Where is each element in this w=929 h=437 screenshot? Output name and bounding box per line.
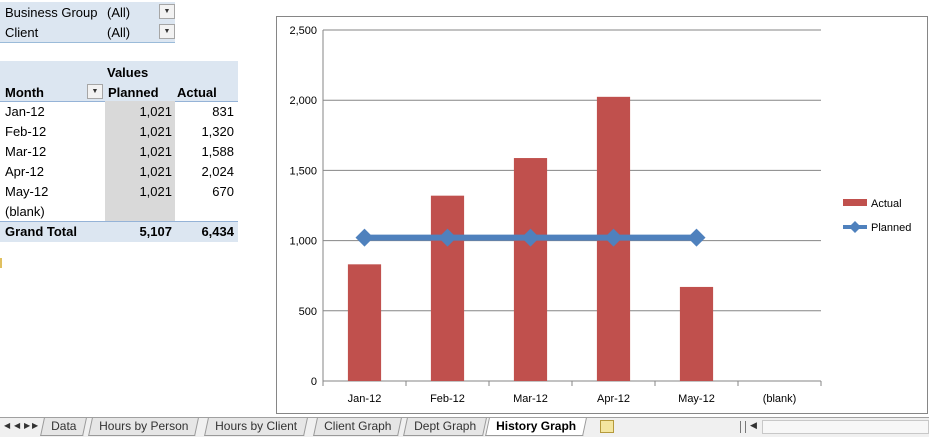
tab-label: History Graph: [496, 419, 577, 433]
client-dropdown-button[interactable]: ▼: [159, 24, 175, 39]
legend-actual-swatch: [843, 199, 867, 206]
tab-history-graph[interactable]: History Graph: [485, 418, 587, 436]
filter-divider: [0, 42, 175, 43]
x-tick-label: Jan-12: [348, 393, 382, 405]
month-cell: Apr-12: [5, 164, 45, 179]
planned-cell: 1,021: [139, 144, 172, 159]
month-cell: (blank): [5, 204, 45, 219]
tab-label: Hours by Person: [99, 419, 189, 433]
planned-column-shade: [105, 101, 175, 221]
tab-client-graph[interactable]: Client Graph: [313, 418, 403, 436]
tab-hours-by-person[interactable]: Hours by Person: [88, 418, 200, 436]
tab-label: Dept Graph: [414, 419, 477, 433]
first-sheet-icon[interactable]: ◀: [4, 421, 11, 430]
x-tick-label: May-12: [678, 393, 715, 405]
filter-value: (All): [107, 25, 131, 40]
planned-cell: 1,021: [139, 124, 172, 139]
legend-actual-label: Actual: [871, 198, 902, 210]
filter-label: Client: [5, 25, 39, 40]
scroll-split-handle[interactable]: [740, 421, 746, 433]
horizontal-scrollbar[interactable]: [762, 420, 929, 434]
last-sheet-icon[interactable]: ▶: [32, 421, 39, 430]
planned-marker: [521, 228, 540, 247]
actual-cell: 831: [212, 104, 234, 119]
planned-cell: 1,021: [139, 164, 172, 179]
sheet-tab-bar: ◀ ◀ ▶ ▶ Data Hours by Person Hours by Cl…: [0, 417, 929, 437]
planned-marker: [438, 228, 457, 247]
tab-label: Client Graph: [324, 419, 392, 433]
planned-marker: [355, 228, 374, 247]
grand-total-planned: 5,107: [139, 224, 172, 239]
actual-cell: 2,024: [201, 164, 234, 179]
grand-total-actual: 6,434: [201, 224, 234, 239]
business-group-dropdown-button[interactable]: ▼: [159, 4, 175, 19]
month-cell: Feb-12: [5, 124, 47, 139]
planned-marker: [687, 228, 706, 247]
history-chart[interactable]: 0 500 1,000 1,500 2,000 2,500 Jan-12 Feb-12 Mar-…: [276, 16, 928, 414]
x-tick-label: Apr-12: [597, 393, 630, 405]
chevron-down-icon: ▼: [163, 8, 171, 15]
pivot-header: Values Month ▼ Planned Actual: [0, 61, 238, 102]
tab-dept-graph[interactable]: Dept Graph: [403, 418, 487, 436]
filter-value: (All): [107, 5, 131, 20]
tab-hours-by-client[interactable]: Hours by Client: [204, 418, 308, 436]
y-tick-label: 2,000: [289, 95, 317, 107]
chevron-down-icon: ▼: [163, 28, 171, 35]
legend-planned-label: Planned: [871, 222, 911, 234]
chart-svg: 0 500 1,000 1,500 2,000 2,500 Jan-12 Feb-12 Mar-…: [289, 25, 911, 405]
actual-cell: 1,320: [201, 124, 234, 139]
bar-actual: [430, 195, 465, 381]
x-tick-label: Feb-12: [430, 393, 465, 405]
next-sheet-icon[interactable]: ▶: [24, 421, 31, 430]
planned-header: Planned: [108, 85, 159, 100]
tab-label: Hours by Client: [215, 419, 298, 433]
filter-label: Business Group: [5, 5, 98, 20]
actual-header: Actual: [177, 85, 217, 100]
scroll-left-icon[interactable]: ◀: [750, 420, 757, 430]
planned-marker: [604, 228, 623, 247]
bar-actual: [513, 158, 548, 381]
x-tick-label: Mar-12: [513, 393, 548, 405]
x-tick-label: (blank): [763, 393, 797, 405]
month-filter-button[interactable]: ▼: [87, 84, 103, 99]
table-row[interactable]: Mar-12 1,021 1,588: [0, 141, 238, 161]
y-tick-label: 1,500: [289, 165, 317, 177]
legend-planned-marker: [849, 221, 861, 233]
month-cell: Mar-12: [5, 144, 47, 159]
planned-cell: 1,021: [139, 104, 172, 119]
grand-total-label: Grand Total: [5, 224, 77, 239]
filter-row-business-group: Business Group (All) ▼: [0, 2, 175, 22]
planned-cell: 1,021: [139, 184, 172, 199]
y-tick-label: 1,000: [289, 236, 317, 248]
month-header: Month: [5, 85, 44, 100]
tab-data[interactable]: Data: [40, 418, 88, 436]
y-tick-label: 2,500: [289, 25, 317, 37]
table-row[interactable]: (blank): [0, 201, 238, 221]
month-cell: May-12: [5, 184, 49, 199]
tab-label: Data: [51, 419, 77, 433]
bar-actual: [347, 264, 382, 381]
prev-sheet-icon[interactable]: ◀: [14, 421, 21, 430]
table-row[interactable]: Apr-12 1,021 2,024: [0, 161, 238, 181]
grand-total-row[interactable]: Grand Total 5,107 6,434: [0, 221, 238, 242]
values-header: Values: [107, 65, 149, 80]
table-row[interactable]: Feb-12 1,021 1,320: [0, 121, 238, 141]
bar-actual: [679, 286, 714, 381]
chevron-down-icon: ▼: [91, 88, 99, 95]
actual-cell: 1,588: [201, 144, 234, 159]
cell-marker: [0, 258, 2, 268]
month-cell: Jan-12: [5, 104, 45, 119]
table-row[interactable]: Jan-12 1,021 831: [0, 101, 238, 121]
y-tick-label: 500: [299, 306, 317, 318]
actual-cell: 670: [212, 184, 234, 199]
insert-sheet-icon[interactable]: [600, 420, 614, 433]
table-row[interactable]: May-12 1,021 670: [0, 181, 238, 201]
filter-row-client: Client (All) ▼: [0, 22, 175, 42]
y-tick-label: 0: [311, 376, 317, 388]
